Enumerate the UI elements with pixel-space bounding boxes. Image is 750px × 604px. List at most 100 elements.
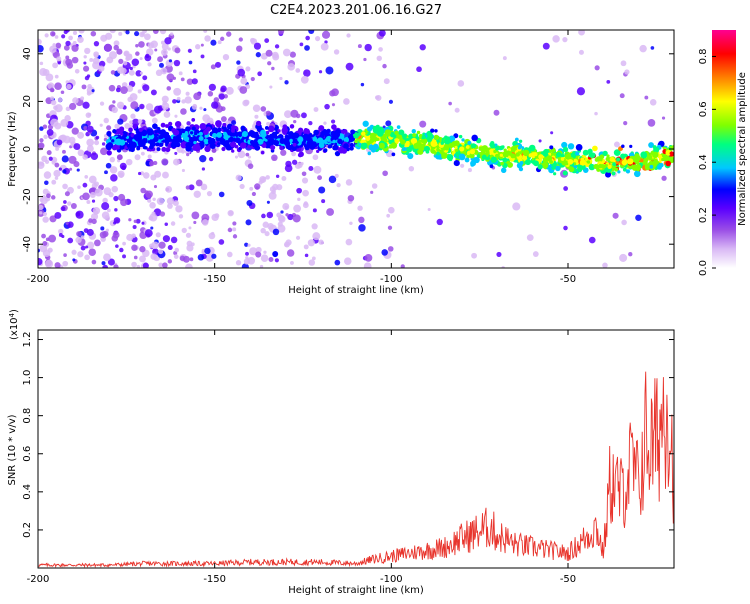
spectrogram-cell (101, 202, 110, 211)
spectrogram-cell (54, 122, 62, 130)
spectrogram-cell (594, 157, 599, 162)
spectrogram-cell (485, 150, 490, 156)
spectrogram-cell (231, 124, 236, 130)
spectrogram-cell (99, 123, 103, 127)
spectrogram-cell (43, 134, 48, 140)
spectrogram-cell (64, 191, 70, 197)
spectrogram-cell (185, 232, 192, 238)
spectrogram-cell (333, 131, 341, 138)
spectrogram-cell (158, 262, 164, 268)
spectrogram-cell (218, 239, 225, 245)
spectrogram-cell (180, 77, 185, 82)
spectrogram-cell (366, 126, 373, 132)
spectrogram-cell (133, 219, 137, 223)
spectrogram-cell (220, 116, 227, 122)
spectrogram-cell (326, 208, 335, 216)
spectrogram-cell (307, 239, 315, 247)
spectrogram-cell (93, 210, 99, 216)
spectrogram-cell (126, 233, 134, 241)
spectrogram-cell (398, 134, 403, 139)
spectrogram-cell (150, 174, 157, 181)
spectrogram-cell (210, 39, 217, 46)
spectrogram-cell (152, 123, 158, 130)
spectrogram-cell (49, 45, 57, 53)
spectrogram-cell (333, 49, 340, 55)
spectrogram-cell (361, 139, 366, 143)
spectrogram-cell (434, 135, 440, 140)
spectrogram-cell (62, 183, 68, 190)
spectrogram-cell (362, 120, 369, 127)
spectrogram-cell (500, 161, 504, 166)
spectrogram-cell (149, 144, 154, 150)
spectrogram-cell (263, 250, 267, 254)
spectrogram-cell (148, 160, 155, 167)
spectrogram-cell (312, 232, 321, 241)
spectrogram-cell (496, 251, 502, 257)
spectrogram-cell (301, 177, 309, 184)
spectrogram-cell (86, 91, 92, 96)
spectrogram-cell (203, 30, 208, 33)
spectrogram-cell (113, 44, 119, 51)
spectrogram-cell (142, 75, 148, 81)
spectrogram-cell (458, 153, 466, 161)
spectrogram-cell (255, 131, 259, 136)
spectrogram-cell (524, 159, 531, 166)
spectrogram-cell (277, 30, 285, 35)
spectrogram-cell (71, 44, 79, 52)
spectrogram-cell (194, 144, 201, 152)
spectrogram-cell (131, 58, 140, 67)
spectrogram-cell (152, 197, 156, 202)
spectrogram-cell (172, 200, 179, 207)
spectrogram-cell (318, 70, 323, 74)
spectrogram-cell (170, 221, 176, 226)
spectrogram-cell (60, 119, 69, 127)
spectrogram-cell (328, 144, 333, 149)
spectrogram-cell (139, 246, 146, 253)
spectrogram-cell (611, 171, 616, 176)
spectrogram-cell (89, 191, 96, 198)
spectrogram-cell (42, 216, 49, 223)
spectrogram-cell (197, 254, 205, 261)
spectrogram-cell (176, 142, 181, 147)
spectrogram-cell (505, 150, 511, 156)
spectrogram-cell (109, 166, 118, 174)
spectrogram-cell (141, 137, 148, 144)
spectrogram-cell (103, 253, 111, 262)
spectrogram-cell (620, 153, 626, 159)
colorbar-label: Normalized spectral amplitude (737, 72, 748, 226)
spectrogram-cell (407, 152, 414, 160)
spectrogram-cell (367, 151, 372, 156)
x-tick-label: -200 (27, 574, 50, 585)
y-tick-label: 0.2 (22, 522, 33, 538)
spectrogram-cell (541, 161, 549, 169)
spectrogram-cell (347, 194, 355, 202)
spectrogram-cell (60, 206, 66, 212)
spectrogram-cell (40, 196, 48, 205)
spectrogram-cell (102, 264, 109, 268)
spectrogram-cell (289, 124, 295, 129)
spectrogram-cell (186, 244, 194, 252)
spectrogram-cell (172, 158, 180, 166)
spectrogram-cell (145, 103, 154, 111)
spectrogram-cell (669, 151, 673, 156)
spectrogram-cell (188, 226, 192, 230)
spectrogram-cell (138, 127, 143, 132)
y-multiplier-label: (x104) (8, 309, 20, 340)
y-tick-label: 0.6 (22, 446, 33, 462)
spectrogram-cell (55, 42, 62, 49)
spectrogram-cell (103, 117, 109, 124)
spectrogram-cell (284, 80, 289, 85)
spectrogram-cell (54, 262, 61, 268)
spectrogram-cell (199, 155, 207, 163)
spectrogram-cell (325, 135, 332, 142)
spectrogram-cell (321, 30, 331, 39)
spectrogram-cell (292, 142, 297, 147)
spectrogram-cell (440, 152, 448, 159)
spectrogram-cell (277, 129, 281, 133)
spectrogram-cell (91, 89, 95, 93)
spectrogram-cell (172, 76, 177, 80)
spectrogram-cell (228, 210, 234, 216)
spectrogram-cell (129, 66, 133, 71)
spectrogram-cell (161, 102, 170, 110)
spectrogram-cell (38, 204, 44, 210)
